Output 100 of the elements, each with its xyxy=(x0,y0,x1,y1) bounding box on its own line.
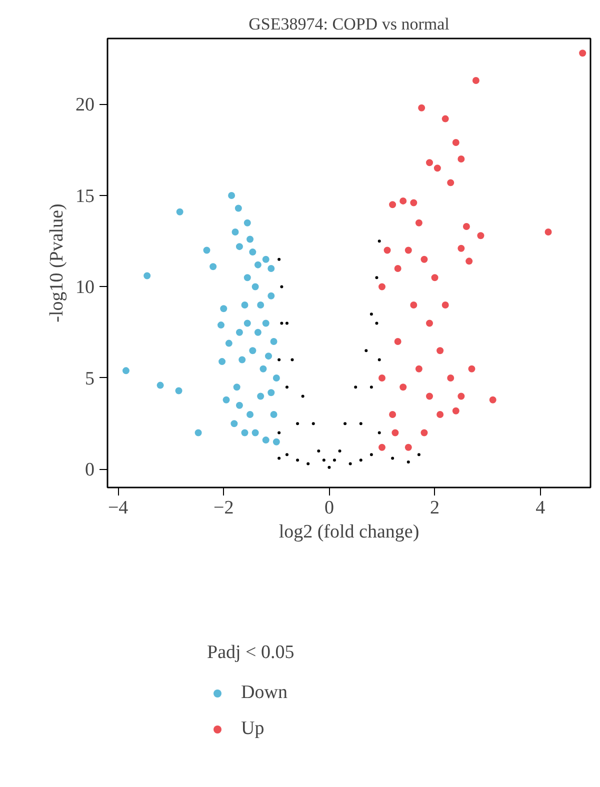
point xyxy=(458,244,465,252)
point xyxy=(375,322,378,325)
point xyxy=(249,248,256,256)
point xyxy=(249,347,256,354)
point xyxy=(378,283,386,290)
point xyxy=(233,384,240,391)
point xyxy=(420,256,428,263)
point xyxy=(452,139,460,146)
point xyxy=(241,429,248,436)
point xyxy=(426,320,433,327)
point xyxy=(238,356,246,364)
point xyxy=(322,458,326,462)
point xyxy=(257,301,264,308)
x-tick-label: −2 xyxy=(214,498,234,518)
point xyxy=(203,246,210,254)
point xyxy=(244,219,251,226)
point xyxy=(244,274,251,282)
x-tick-label: 4 xyxy=(536,498,546,518)
point xyxy=(220,305,228,312)
point xyxy=(415,219,422,226)
point xyxy=(317,450,320,452)
y-tick-label: 10 xyxy=(76,277,94,298)
point xyxy=(246,236,254,243)
point xyxy=(468,365,476,372)
point xyxy=(254,261,262,268)
legend-label: Up xyxy=(241,718,264,740)
point xyxy=(225,340,232,347)
x-tick-label: 0 xyxy=(324,498,334,518)
point xyxy=(254,328,262,336)
point xyxy=(447,374,454,382)
point xyxy=(354,386,358,389)
point xyxy=(122,367,130,374)
y-tick-label: 20 xyxy=(76,94,94,116)
point xyxy=(280,322,284,325)
point xyxy=(244,320,251,327)
point xyxy=(384,246,391,254)
point xyxy=(278,456,281,460)
point xyxy=(472,76,480,84)
point xyxy=(415,365,422,372)
point xyxy=(364,349,368,352)
point xyxy=(262,436,270,444)
point xyxy=(426,159,433,166)
point xyxy=(400,197,407,204)
point xyxy=(268,292,275,300)
point xyxy=(378,240,381,243)
point xyxy=(579,50,586,57)
point xyxy=(176,208,184,216)
point xyxy=(389,411,396,418)
point xyxy=(268,264,275,272)
point xyxy=(306,462,310,466)
point xyxy=(447,179,454,186)
point xyxy=(270,411,278,418)
point xyxy=(278,358,281,362)
point xyxy=(236,328,243,336)
point xyxy=(452,407,460,414)
point xyxy=(278,258,281,261)
point xyxy=(410,199,418,206)
point xyxy=(296,458,300,462)
x-axis-title: log2 (fold change) xyxy=(278,522,420,542)
point xyxy=(156,382,164,389)
point xyxy=(144,272,151,280)
point xyxy=(378,374,386,382)
point xyxy=(222,396,230,404)
point xyxy=(418,104,426,112)
point xyxy=(420,429,428,436)
y-tick-label: 15 xyxy=(76,186,94,207)
point xyxy=(466,258,473,265)
point xyxy=(234,204,242,212)
point xyxy=(404,246,412,254)
y-tick-label: 0 xyxy=(85,460,94,481)
point xyxy=(375,276,378,280)
point xyxy=(462,223,470,230)
point xyxy=(348,462,352,466)
point xyxy=(262,256,270,263)
point xyxy=(296,422,300,426)
point xyxy=(477,232,484,240)
point xyxy=(270,338,278,345)
point xyxy=(426,392,433,400)
point xyxy=(252,283,259,290)
y-tick-label: 5 xyxy=(85,368,94,390)
point xyxy=(544,228,552,236)
point xyxy=(280,285,284,288)
point xyxy=(210,263,217,270)
point xyxy=(241,301,248,308)
point xyxy=(410,301,418,308)
point xyxy=(272,374,280,382)
point xyxy=(359,422,362,426)
point xyxy=(278,431,281,434)
point xyxy=(370,453,373,456)
point xyxy=(344,422,347,426)
point xyxy=(359,458,362,462)
point xyxy=(332,458,336,462)
point xyxy=(260,365,267,372)
point xyxy=(489,396,496,404)
point xyxy=(218,358,226,366)
point xyxy=(436,411,444,418)
legend-title: Padj < 0.05 xyxy=(207,642,294,664)
point xyxy=(378,431,381,434)
point xyxy=(406,460,410,464)
point xyxy=(268,389,275,396)
